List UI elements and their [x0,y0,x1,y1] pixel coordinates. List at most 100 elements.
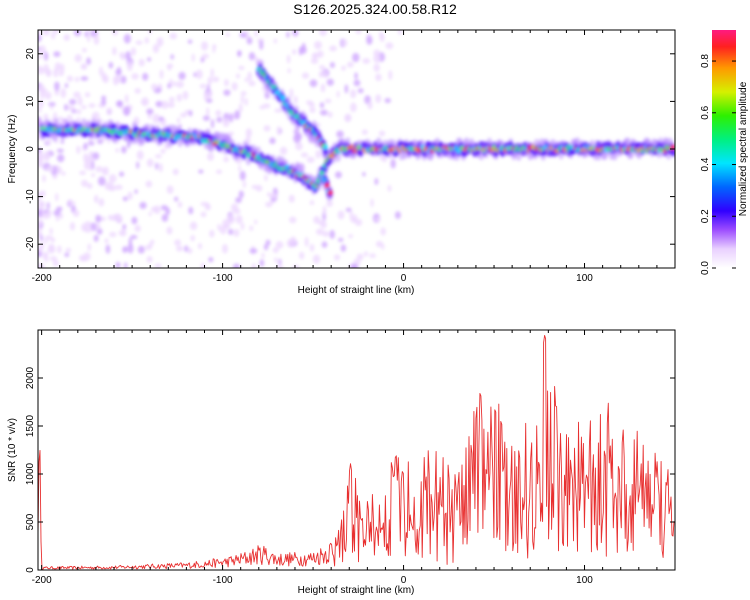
noise-blob [230,203,239,212]
noise-blob [101,95,107,100]
noise-blob [304,236,309,247]
noise-blob [202,115,210,121]
snr-series-line [38,334,675,570]
noise-blob [272,247,279,253]
noise-blob [235,215,243,224]
noise-blob [104,238,109,244]
noise-blob [188,110,193,117]
noise-blob [348,234,353,239]
noise-blob [350,102,357,113]
noise-blob [327,111,333,118]
noise-blob [156,37,164,47]
noise-blob [43,51,49,61]
noise-blob [275,241,284,249]
noise-blob [49,227,53,235]
noise-blob [108,215,112,220]
noise-blob [53,68,59,78]
noise-blob [152,43,160,54]
noise-blob [314,40,322,50]
noise-blob [56,148,64,153]
noise-blob [98,66,103,76]
noise-blob [381,243,385,250]
noise-blob [206,107,210,117]
noise-blob [93,234,99,242]
noise-blob [161,214,169,222]
noise-blob [379,33,385,43]
noise-blob [155,100,164,108]
colorbar-tick-label: 0.0 [700,261,711,275]
noise-blob [73,91,81,99]
noise-blob [38,154,42,163]
noise-blob [278,258,282,266]
noise-blob [95,194,99,204]
noise-blob [160,148,166,154]
noise-blob [197,243,203,250]
noise-blob [52,259,59,267]
noise-blob [80,76,89,81]
noise-blob [125,51,131,61]
snr-frame [37,329,676,571]
noise-blob [73,30,82,37]
noise-blob [349,211,354,221]
noise-blob [316,228,324,236]
noise-blob [198,169,204,174]
noise-blob [313,216,321,224]
noise-blob [351,263,359,268]
noise-blob [224,79,229,87]
noise-blob [292,30,299,37]
colorbar-ticks: 0.0 0.2 0.4 0.6 0.8 [700,54,736,275]
noise-blob [45,235,54,240]
noise-blob [363,251,369,257]
noise-blob [215,110,222,117]
noise-blob [322,205,327,215]
noise-blob [128,237,133,248]
noise-blob [301,72,310,79]
noise-blob [39,234,44,242]
noise-blob [387,184,392,192]
noise-blob [38,106,42,114]
noise-blob [341,65,346,71]
noise-blob [38,230,43,236]
noise-blob [259,105,266,110]
noise-blob [108,61,114,69]
noise-blob [225,32,230,37]
noise-blob [58,71,64,77]
noise-blob [267,192,271,197]
noise-blob [126,61,133,72]
noise-blob [177,201,183,208]
noise-blob [91,173,96,178]
noise-blob [105,244,111,254]
hm-ytick-label: 0 [25,146,36,152]
noise-blob [200,201,209,207]
noise-blob [289,88,294,99]
hm-ytick-label: 10 [25,95,36,107]
noise-blob [167,83,171,89]
noise-blob [375,94,382,104]
noise-blob [180,112,187,118]
colorbar-tick-label: 0.4 [700,157,711,171]
hm-ytick-label: 20 [25,48,36,60]
noise-blob [138,58,145,67]
noise-blob [39,241,45,250]
noise-blob [318,71,324,78]
noise-blob [298,46,303,56]
noise-blob [122,223,127,230]
noise-blob [48,102,56,107]
noise-blob [306,156,315,163]
noise-blob [292,264,300,268]
noise-blob [229,112,234,123]
noise-blob [48,243,55,252]
noise-blob [42,254,48,260]
noise-blob [309,107,316,113]
noise-blob [109,231,117,238]
noise-blob [294,132,303,141]
noise-blob [246,36,253,45]
colorbar-label: Normalized spectral amplitude [738,81,749,216]
noise-blob [373,63,380,72]
noise-blob [167,101,175,108]
noise-blob [77,96,83,106]
noise-blob [172,81,177,87]
